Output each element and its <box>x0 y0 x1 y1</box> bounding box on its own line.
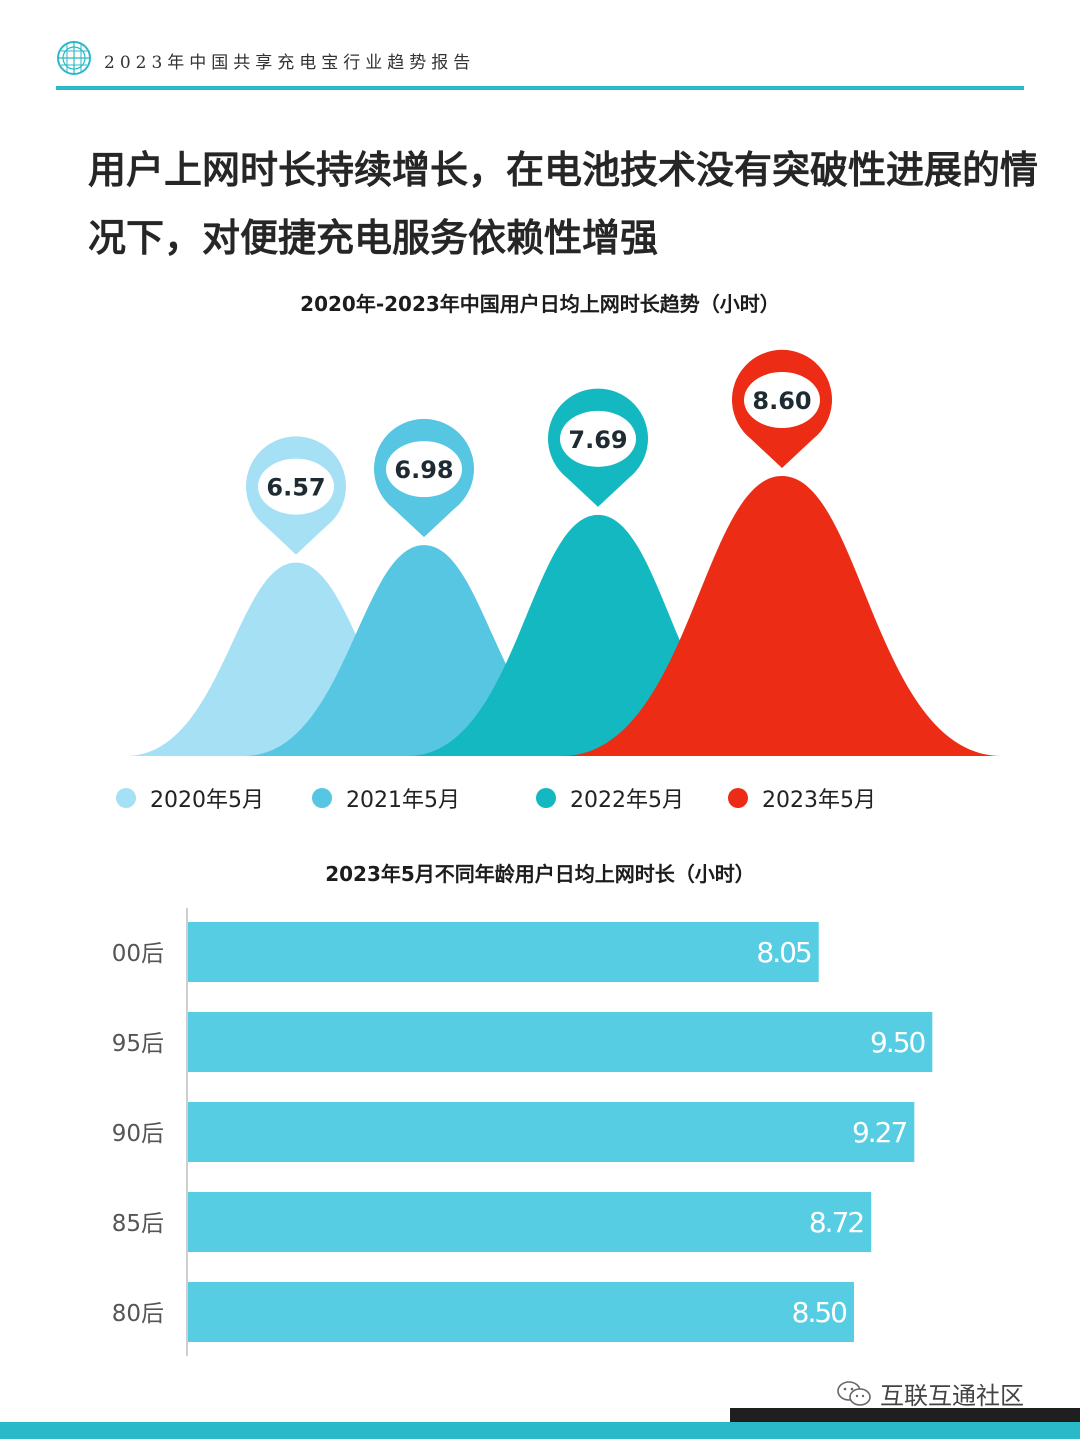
bar-3 <box>188 1102 915 1162</box>
pin-value-label: 6.98 <box>394 456 453 484</box>
pin-value-label: 6.57 <box>266 474 325 502</box>
chart1-legend: 2020年5月 2021年5月 2022年5月 2023年5月 <box>0 782 1080 818</box>
legend-swatch <box>728 788 748 808</box>
legend-swatch <box>312 788 332 808</box>
category-label: 95后 <box>112 1031 164 1057</box>
report-title: 2023年中国共享充电宝行业趋势报告 <box>104 53 476 73</box>
report-header: 2023年中国共享充电宝行业趋势报告 <box>56 40 1024 90</box>
age-bar-chart: 8.05 00后 9.50 95后 9.27 90后 8.72 85后 8.50 80后 <box>112 908 933 1356</box>
globe-grid-icon <box>57 41 91 75</box>
watermark-text: 互联互通社区 <box>880 1382 1024 1410</box>
bar-4 <box>188 1192 872 1252</box>
bar-value-label: 8.72 <box>809 1206 864 1239</box>
legend-swatch <box>536 788 556 808</box>
bar-value-label: 8.05 <box>756 936 811 969</box>
footer-dark-bar <box>730 1408 1080 1422</box>
value-pin-4: 8.60 <box>732 349 832 468</box>
bar-value-label: 9.50 <box>870 1026 925 1059</box>
bar-5 <box>188 1282 854 1342</box>
legend-swatch <box>116 788 136 808</box>
bar-2 <box>188 1012 933 1072</box>
chart2-title: 2023年5月不同年龄用户日均上网时长（小时） <box>325 862 755 886</box>
footer-accent-bar <box>0 1422 1080 1439</box>
page-headline: 用户上网时长持续增长，在电池技术没有突破性进展的情况下，对便捷充电服务依赖性增强 <box>88 148 1039 260</box>
category-label: 90后 <box>112 1121 164 1147</box>
watermark: 互联互通社区 <box>836 1376 1024 1411</box>
wechat-icon <box>837 1380 871 1406</box>
pin-value-label: 8.60 <box>752 387 811 415</box>
legend-item: 2022年5月 <box>536 782 684 814</box>
legend-label: 2023年5月 <box>762 788 876 813</box>
category-label: 00后 <box>112 941 164 967</box>
header-divider <box>56 86 1024 90</box>
legend-item: 2020年5月 <box>116 782 264 814</box>
value-pin-2: 6.98 <box>374 418 474 538</box>
legend-label: 2021年5月 <box>346 788 460 813</box>
value-pin-1: 6.57 <box>246 436 347 555</box>
trend-chart: 6.57 6.98 7.69 8.60 <box>126 349 1002 756</box>
bar-value-label: 8.50 <box>792 1296 847 1329</box>
legend-label: 2020年5月 <box>150 788 264 813</box>
trend-curve-4 <box>562 476 1002 756</box>
pin-value-label: 7.69 <box>568 426 627 454</box>
category-label: 80后 <box>112 1301 164 1327</box>
legend-label: 2022年5月 <box>570 788 684 813</box>
legend-item: 2021年5月 <box>312 782 460 814</box>
chart1-title: 2020年-2023年中国用户日均上网时长趋势（小时） <box>300 292 780 316</box>
bar-value-label: 9.27 <box>852 1116 907 1149</box>
value-pin-3: 7.69 <box>548 388 648 507</box>
legend-item: 2023年5月 <box>728 782 876 814</box>
category-label: 85后 <box>112 1211 164 1237</box>
bar-1 <box>188 922 819 982</box>
